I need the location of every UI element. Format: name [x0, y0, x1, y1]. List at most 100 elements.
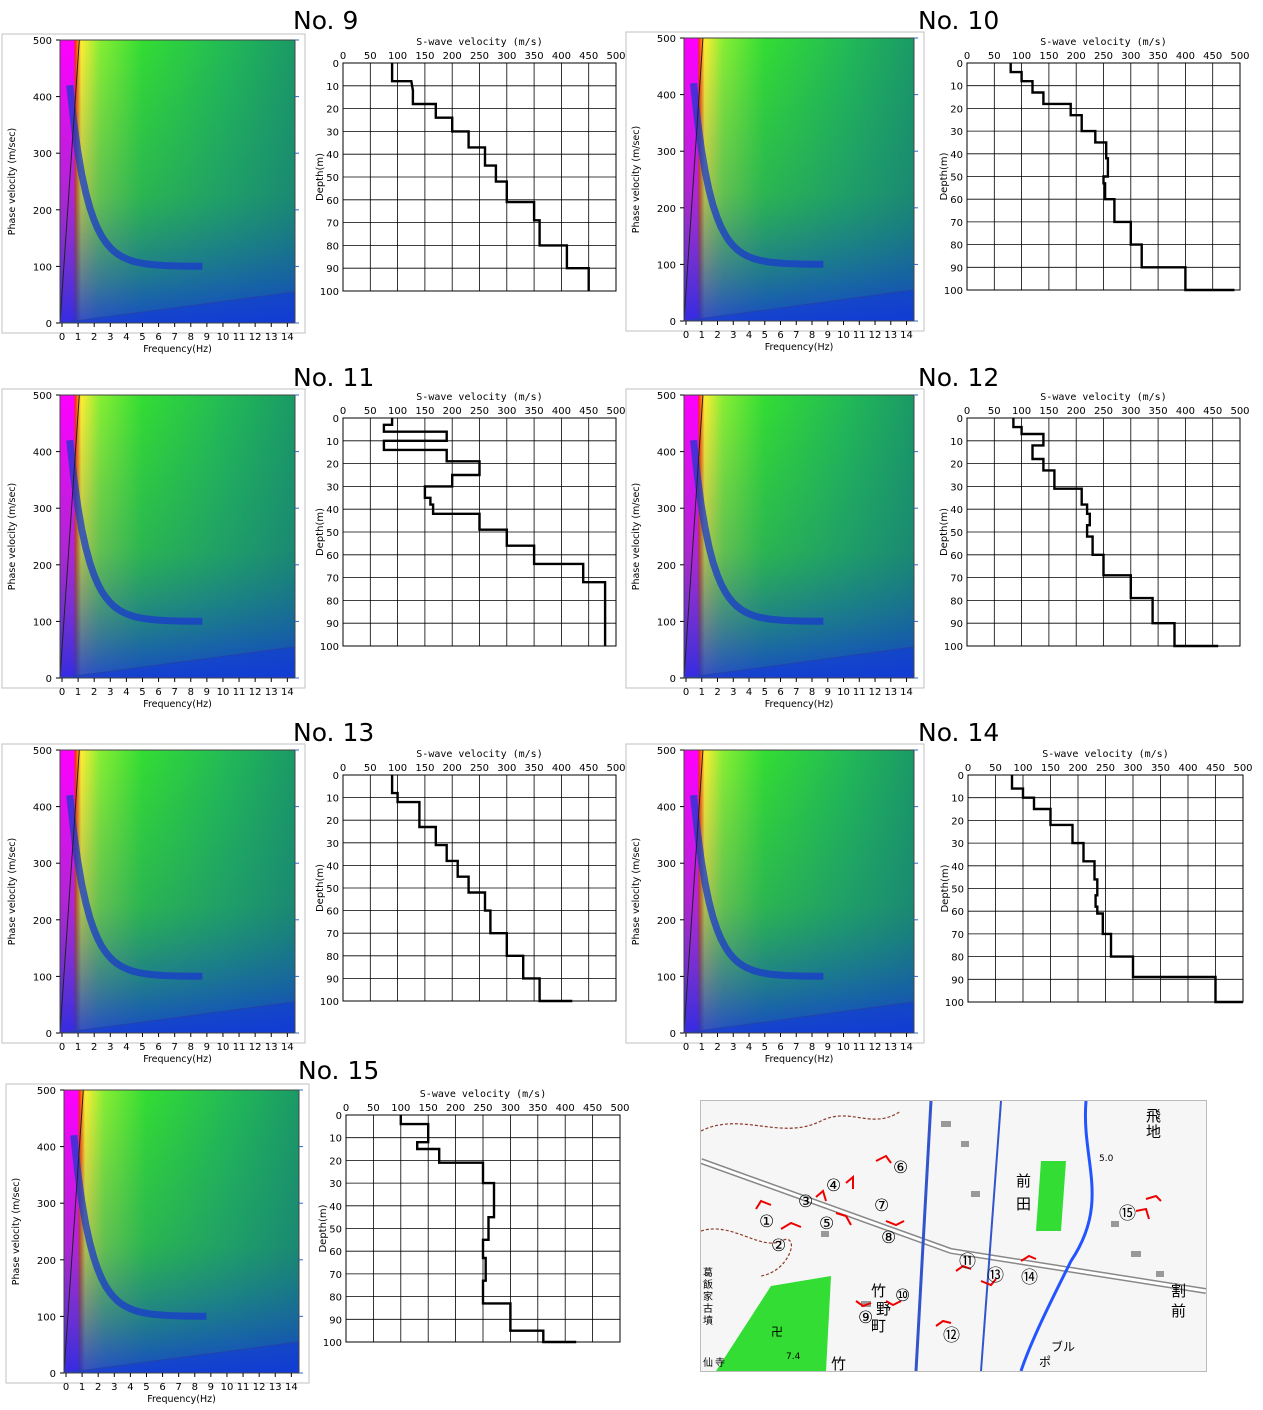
title-no14: No. 14 — [918, 718, 1000, 747]
y-tick-label: 200 — [657, 561, 676, 572]
x-tick-label: 300 — [497, 406, 516, 417]
station-marker: ⑩ — [895, 1286, 910, 1306]
plot-border — [683, 394, 915, 679]
station-marker: ⑧ — [881, 1228, 896, 1248]
map-label: 5.0 — [1099, 1154, 1114, 1164]
x-tick-label: 11 — [233, 687, 246, 698]
x-tick-label: 3 — [730, 687, 736, 698]
x-tick-label: 6 — [155, 332, 161, 343]
y-tick-label: 300 — [33, 149, 52, 160]
x-tick-label: 50 — [367, 1103, 380, 1114]
x-tick-label: 100 — [1012, 406, 1031, 417]
y-tick-label: 0 — [957, 414, 963, 425]
depth-axis-label: Depth(m) — [940, 864, 951, 912]
y-tick-label: 0 — [957, 59, 963, 70]
x-tick-label: 150 — [1041, 763, 1060, 774]
y-tick-label: 90 — [326, 264, 339, 275]
cutoff-line — [59, 394, 80, 679]
station-marker: ② — [771, 1236, 786, 1256]
x-tick-label: 6 — [777, 330, 783, 341]
x-tick-label: 250 — [470, 51, 489, 62]
y-tick-label: 0 — [333, 414, 339, 425]
y-tick-label: 20 — [326, 816, 339, 827]
x-tick-label: 2 — [714, 687, 720, 698]
y-tick-label: 100 — [320, 642, 339, 653]
x-tick-label: 50 — [988, 406, 1001, 417]
y-tick-label: 30 — [326, 482, 339, 493]
x-tick-label: 4 — [746, 1042, 752, 1053]
y-tick-label: 10 — [326, 794, 339, 805]
site-location-map: 飛 地 5.0 前 田 竹 野 町 割 前 ブル ポ 卍 7.4 竹 仙 寺 葛… — [700, 1100, 1207, 1372]
y-tick-label: 20 — [329, 1156, 342, 1167]
plot-border — [59, 749, 296, 1034]
x-tick-label: 400 — [552, 406, 571, 417]
x-tick-label: 400 — [1176, 51, 1195, 62]
x-tick-label: 2 — [714, 330, 720, 341]
y-axis-label: Phase velocity (m/sec) — [631, 838, 642, 945]
y-tick-label: 30 — [326, 127, 339, 138]
y-tick-label: 100 — [320, 287, 339, 298]
x-tick-label: 12 — [869, 687, 882, 698]
y-tick-label: 300 — [657, 859, 676, 870]
map-label: 竹 — [831, 1355, 846, 1371]
y-tick-label: 80 — [951, 953, 964, 964]
panel-frame — [625, 31, 925, 332]
x-tick-label: 500 — [606, 763, 625, 774]
y-tick-label: 90 — [326, 619, 339, 630]
y-tick-label: 500 — [33, 36, 52, 47]
x-tick-label: 7 — [171, 687, 177, 698]
y-tick-label: 400 — [33, 448, 52, 459]
y-tick-label: 40 — [326, 150, 339, 161]
x-tick-label: 5 — [762, 687, 768, 698]
x-tick-label: 6 — [155, 687, 161, 698]
x-tick-label: 13 — [884, 1042, 897, 1053]
y-tick-label: 40 — [326, 505, 339, 516]
x-tick-label: 10 — [837, 687, 850, 698]
profile-title: S-wave velocity (m/s) — [1040, 37, 1166, 48]
y-tick-label: 100 — [33, 972, 52, 983]
depth-axis-label: Depth(m) — [315, 864, 326, 912]
x-tick-label: 7 — [171, 1042, 177, 1053]
aliasing-line — [59, 646, 296, 679]
x-tick-label: 250 — [1096, 763, 1115, 774]
y-tick-label: 400 — [657, 448, 676, 459]
x-tick-label: 14 — [900, 330, 913, 341]
y-tick-label: 500 — [37, 1086, 56, 1097]
y-tick-label: 70 — [326, 219, 339, 230]
low-velocity-zone — [684, 38, 914, 321]
y-tick-label: 500 — [33, 746, 52, 757]
x-tick-label: 3 — [107, 332, 113, 343]
x-tick-label: 0 — [340, 406, 346, 417]
station-marker: ⑫ — [943, 1326, 960, 1346]
cutoff-line — [63, 1089, 84, 1374]
x-tick-label: 450 — [579, 51, 598, 62]
x-tick-label: 350 — [1151, 763, 1170, 774]
x-tick-label: 100 — [388, 51, 407, 62]
station-marker: ⑭ — [1021, 1268, 1038, 1288]
y-axis-label: Phase velocity (m/sec) — [631, 126, 642, 233]
y-tick-label: 30 — [950, 482, 963, 493]
x-tick-label: 1 — [75, 332, 81, 343]
x-tick-label: 0 — [340, 763, 346, 774]
y-tick-label: 200 — [33, 561, 52, 572]
y-tick-label: 400 — [33, 803, 52, 814]
x-tick-label: 11 — [853, 1042, 866, 1053]
x-tick-label: 12 — [253, 1382, 266, 1393]
y-tick-label: 400 — [657, 91, 676, 102]
x-tick-label: 14 — [281, 687, 294, 698]
x-tick-label: 250 — [470, 406, 489, 417]
x-tick-label: 10 — [837, 330, 850, 341]
station-marker: ① — [759, 1212, 774, 1232]
y-tick-label: 0 — [670, 1029, 676, 1040]
x-axis-label: Frequency(Hz) — [143, 699, 212, 710]
x-tick-label: 150 — [415, 763, 434, 774]
y-tick-label: 20 — [951, 816, 964, 827]
x-tick-label: 200 — [1067, 406, 1086, 417]
y-tick-label: 40 — [950, 150, 963, 161]
x-tick-label: 200 — [1068, 763, 1087, 774]
y-axis-label: Phase velocity (m/sec) — [7, 483, 18, 590]
y-tick-label: 10 — [950, 82, 963, 93]
map-label: 寺 — [715, 1357, 725, 1369]
